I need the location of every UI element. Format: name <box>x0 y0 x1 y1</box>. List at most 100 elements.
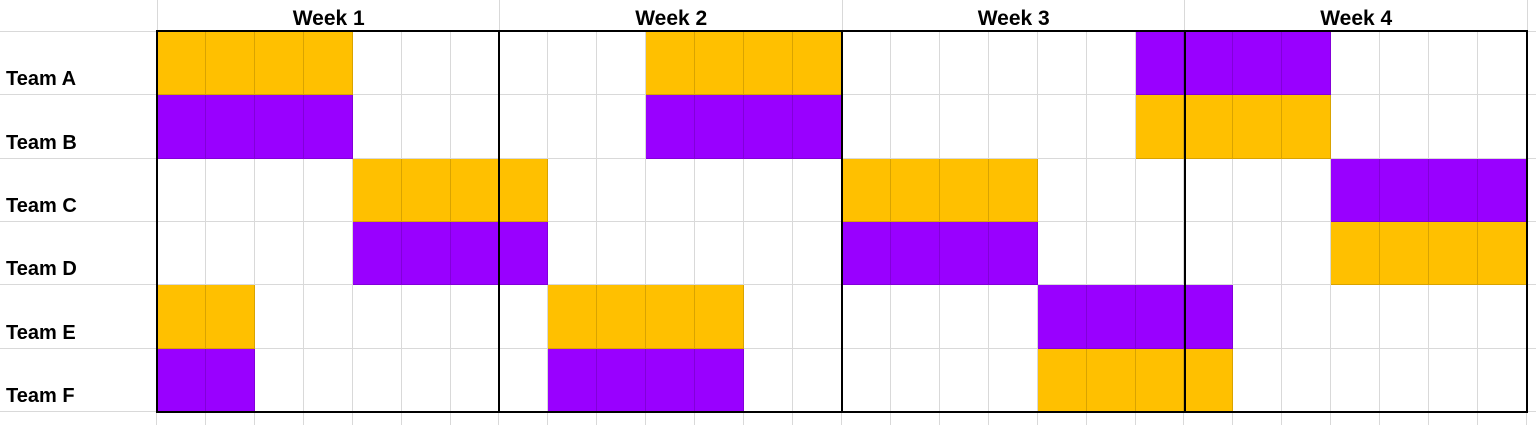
day-cell[interactable] <box>1380 348 1430 412</box>
day-cell[interactable] <box>1135 348 1185 412</box>
day-cell[interactable] <box>1086 158 1136 222</box>
day-cell[interactable] <box>1429 32 1479 96</box>
day-cell[interactable] <box>401 348 451 412</box>
day-cell[interactable] <box>303 32 353 96</box>
day-cell[interactable] <box>939 32 989 96</box>
day-cell[interactable] <box>1282 158 1332 222</box>
day-cell[interactable] <box>1478 285 1527 349</box>
day-cell[interactable] <box>303 221 353 286</box>
day-cell[interactable] <box>1037 95 1087 159</box>
day-cell[interactable] <box>1184 285 1234 349</box>
team-label[interactable]: Team A <box>0 32 157 96</box>
day-cell[interactable] <box>646 158 696 222</box>
bottom-row-cell[interactable] <box>548 411 598 425</box>
bottom-row-cell[interactable] <box>597 411 647 425</box>
day-cell[interactable] <box>841 285 891 349</box>
day-cell[interactable] <box>303 95 353 159</box>
day-cell[interactable] <box>352 285 402 349</box>
day-cell[interactable] <box>646 221 696 286</box>
day-cell[interactable] <box>939 348 989 412</box>
day-cell[interactable] <box>1086 348 1136 412</box>
day-cell[interactable] <box>157 285 206 349</box>
day-cell[interactable] <box>303 285 353 349</box>
bottom-row-cell[interactable] <box>842 411 891 425</box>
day-cell[interactable] <box>1429 348 1479 412</box>
day-cell[interactable] <box>1233 158 1283 222</box>
day-cell[interactable] <box>1331 348 1381 412</box>
day-cell[interactable] <box>1429 95 1479 159</box>
day-cell[interactable] <box>695 32 745 96</box>
day-cell[interactable] <box>254 221 304 286</box>
bottom-row-cell[interactable] <box>1087 411 1136 425</box>
day-cell[interactable] <box>1184 221 1234 286</box>
team-label[interactable]: Team B <box>0 95 157 159</box>
day-cell[interactable] <box>1331 285 1381 349</box>
day-cell[interactable] <box>1135 95 1185 159</box>
bottom-row-cell[interactable] <box>353 411 402 425</box>
day-cell[interactable] <box>695 95 745 159</box>
day-cell[interactable] <box>548 221 598 286</box>
day-cell[interactable] <box>695 221 745 286</box>
day-cell[interactable] <box>890 95 940 159</box>
day-cell[interactable] <box>548 348 598 412</box>
day-cell[interactable] <box>254 158 304 222</box>
day-cell[interactable] <box>597 285 647 349</box>
day-cell[interactable] <box>939 158 989 222</box>
day-cell[interactable] <box>744 285 794 349</box>
day-cell[interactable] <box>890 348 940 412</box>
day-cell[interactable] <box>939 285 989 349</box>
day-cell[interactable] <box>1233 95 1283 159</box>
day-cell[interactable] <box>499 221 549 286</box>
bottom-row-cell[interactable] <box>744 411 794 425</box>
day-cell[interactable] <box>1478 95 1527 159</box>
day-cell[interactable] <box>205 285 255 349</box>
day-cell[interactable] <box>1135 158 1185 222</box>
day-cell[interactable] <box>597 348 647 412</box>
day-cell[interactable] <box>254 95 304 159</box>
day-cell[interactable] <box>597 221 647 286</box>
day-cell[interactable] <box>254 285 304 349</box>
bottom-row-cell[interactable] <box>793 411 842 425</box>
day-cell[interactable] <box>988 32 1038 96</box>
day-cell[interactable] <box>1037 32 1087 96</box>
day-cell[interactable] <box>499 158 549 222</box>
day-cell[interactable] <box>205 95 255 159</box>
day-cell[interactable] <box>1380 285 1430 349</box>
day-cell[interactable] <box>1037 158 1087 222</box>
day-cell[interactable] <box>841 221 891 286</box>
bottom-row-cell[interactable] <box>499 411 549 425</box>
day-cell[interactable] <box>303 158 353 222</box>
day-cell[interactable] <box>841 348 891 412</box>
day-cell[interactable] <box>646 32 696 96</box>
day-cell[interactable] <box>1086 221 1136 286</box>
day-cell[interactable] <box>1380 158 1430 222</box>
day-cell[interactable] <box>1380 95 1430 159</box>
day-cell[interactable] <box>1478 221 1527 286</box>
day-cell[interactable] <box>988 348 1038 412</box>
day-cell[interactable] <box>401 158 451 222</box>
day-cell[interactable] <box>890 285 940 349</box>
day-cell[interactable] <box>1135 285 1185 349</box>
day-cell[interactable] <box>205 348 255 412</box>
day-cell[interactable] <box>352 158 402 222</box>
day-cell[interactable] <box>157 32 206 96</box>
day-cell[interactable] <box>1184 158 1234 222</box>
day-cell[interactable] <box>548 32 598 96</box>
bottom-row-cell[interactable] <box>1282 411 1332 425</box>
bottom-row-cell[interactable] <box>304 411 353 425</box>
day-cell[interactable] <box>1429 158 1479 222</box>
day-cell[interactable] <box>1478 348 1527 412</box>
day-cell[interactable] <box>939 95 989 159</box>
day-cell[interactable] <box>401 95 451 159</box>
day-cell[interactable] <box>1282 348 1332 412</box>
day-cell[interactable] <box>988 285 1038 349</box>
day-cell[interactable] <box>597 158 647 222</box>
day-cell[interactable] <box>744 95 794 159</box>
day-cell[interactable] <box>988 221 1038 286</box>
day-cell[interactable] <box>793 95 842 159</box>
day-cell[interactable] <box>1037 348 1087 412</box>
day-cell[interactable] <box>205 32 255 96</box>
day-cell[interactable] <box>1331 32 1381 96</box>
day-cell[interactable] <box>695 348 745 412</box>
day-cell[interactable] <box>499 95 549 159</box>
